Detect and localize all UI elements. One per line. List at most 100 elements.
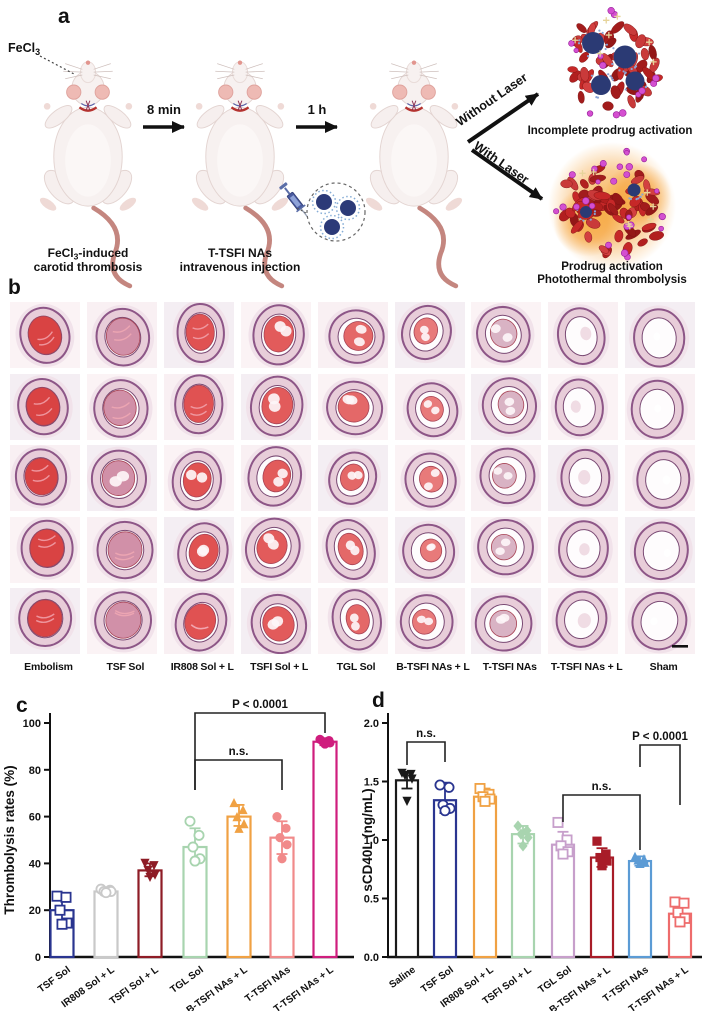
arrow-8min: 8 min [143, 102, 185, 133]
histology-column-label: B-TSFI NAs + L [396, 661, 470, 673]
fecl3-pointer-label: FeCl3 [8, 41, 40, 57]
histology-cell-TSF Sol-row4 [86, 516, 157, 583]
without-laser-label: Without Laser [453, 70, 530, 129]
panel-b-histology-grid [10, 302, 702, 659]
histology-cell-TSF Sol-row2 [86, 373, 157, 440]
histology-cell-Embolism-row4 [10, 516, 80, 583]
syringe-connector-line [296, 207, 307, 214]
significance-label: n.s. [416, 728, 436, 740]
scatter-points-B-TSFI NAs + L [592, 836, 612, 871]
panel-c-letter: c [16, 694, 28, 717]
histology-cell-TSFI Sol + L-row2 [240, 373, 311, 440]
histology-cell-Embolism-row1 [10, 302, 80, 368]
y-tick-label: 0.5 [364, 894, 379, 906]
histology-cell-IR808 Sol + L-row1 [163, 302, 234, 368]
histology-cell-B-TSFI NAs + L-row3 [394, 445, 465, 512]
nanoparticle-inset [306, 182, 366, 242]
panel-b-letter: b [8, 276, 21, 299]
bar-T-TSFI NAs [627, 859, 653, 959]
histology-cell-TSF Sol-row5 [86, 588, 157, 655]
histology-cell-B-TSFI NAs + L-row2 [394, 373, 465, 440]
y-tick-label: 40 [29, 858, 41, 870]
panel-a-schematic: FeCl3 8 min 1 h [8, 7, 693, 298]
histology-cell-T-TSFI NAs-row1 [471, 302, 542, 368]
outcome-with-laser-line2: Photothermal thrombolysis [537, 274, 687, 286]
histology-cell-TGL Sol-row1 [317, 302, 388, 368]
histology-column-label: TGL Sol [336, 661, 376, 673]
bar-IR808 Sol + L [93, 890, 119, 959]
arrow-with-laser: With Laser [470, 139, 544, 201]
outcome-without-laser: Incomplete prodrug activation [528, 125, 693, 137]
histology-cell-Sham-row1 [625, 302, 696, 368]
histology-cell-TSF Sol-row3 [86, 445, 157, 512]
histology-column-label: Embolism [24, 661, 73, 673]
clot-without-laser-illustration [567, 7, 663, 119]
significance-label: n.s. [229, 746, 249, 758]
x-category-label: TGL Sol [168, 964, 206, 995]
histology-column-label: TSF Sol [106, 661, 145, 673]
histology-cell-T-TSFI NAs + L-row2 [548, 373, 619, 440]
histology-cell-T-TSFI NAs + L-row4 [548, 516, 619, 583]
arrow-8min-label: 8 min [147, 102, 181, 117]
histology-cell-T-TSFI NAs + L-row5 [548, 588, 619, 655]
y-tick-label: 0 [35, 952, 41, 964]
arrow-1h-label: 1 h [308, 102, 327, 117]
histology-column-label: IR808 Sol + L [170, 661, 234, 673]
significance-label: P < 0.0001 [232, 699, 288, 711]
histology-cell-TGL Sol-row5 [317, 588, 388, 655]
scatter-points-B-TSFI NAs + L [229, 797, 249, 833]
histology-cell-TSF Sol-row1 [86, 302, 157, 368]
x-category-label: TSF Sol [36, 964, 73, 995]
with-laser-label: With Laser [471, 139, 531, 187]
histology-cell-Embolism-row3 [10, 445, 80, 512]
x-category-label: TSFI Sol + L [108, 965, 161, 1008]
histology-cell-TGL Sol-row2 [317, 373, 388, 440]
chart-thrombolysis-rates: 0 20 40 60 80 100 Thrombolysis rates (%) TSF So… [2, 699, 354, 1011]
panel-d-letter: d [372, 689, 385, 712]
histology-cell-TGL Sol-row4 [317, 516, 388, 583]
panel-b-group-labels: Embolism TSF Sol IR808 Sol + L TSFI Sol + L… [10, 661, 702, 673]
histology-cell-T-TSFI NAs + L-row3 [548, 445, 619, 512]
scatter-points-TSF Sol [51, 890, 73, 930]
x-category-label: TSF Sol [419, 964, 456, 995]
histology-column-label: TSFI Sol + L [250, 661, 309, 673]
histology-cell-B-TSFI NAs + L-row5 [394, 588, 465, 655]
bar-TSFI Sol + L [137, 869, 163, 959]
scatter-points-TSF Sol [434, 779, 456, 817]
histology-cell-IR808 Sol + L-row3 [163, 445, 234, 512]
histology-cell-TSFI Sol + L-row3 [240, 445, 311, 512]
histology-cell-B-TSFI NAs + L-row4 [394, 516, 465, 583]
y-axis-label: sCD40L (ng/mL) [360, 788, 375, 891]
histology-cell-IR808 Sol + L-row2 [163, 373, 234, 440]
y-tick-label: 60 [29, 812, 41, 824]
arrow-1h: 1 h [296, 102, 338, 133]
histology-cell-IR808 Sol + L-row4 [163, 516, 234, 583]
histology-cell-Embolism-row5 [10, 588, 80, 655]
histology-cell-Sham-row3 [625, 445, 696, 512]
scatter-points-T-TSFI NAs [630, 851, 650, 868]
bar-TSF Sol [432, 799, 458, 959]
histology-cell-Embolism-row2 [10, 373, 80, 440]
histology-cell-T-TSFI NAs-row2 [471, 373, 542, 440]
caption-mouse1-line2: carotid thrombosis [34, 260, 143, 274]
fecl3-pointer-line [39, 55, 75, 75]
arrow-without-laser: Without Laser [453, 70, 540, 144]
bar-TSFI Sol + L [510, 833, 536, 959]
histology-column-label: T-TSFI NAs [482, 661, 537, 673]
histology-cell-T-TSFI NAs-row5 [471, 588, 542, 655]
scale-bar [672, 645, 689, 648]
histology-cell-IR808 Sol + L-row5 [163, 588, 234, 655]
histology-cell-T-TSFI NAs-row4 [471, 516, 542, 583]
histology-cell-Sham-row4 [625, 516, 696, 583]
clot-with-laser-illustration [548, 142, 676, 270]
histology-cell-TGL Sol-row3 [317, 445, 388, 512]
histology-cell-Sham-row5 [625, 588, 696, 655]
panel-a-letter: a [58, 5, 70, 28]
histology-column-label: Sham [649, 661, 678, 673]
histology-cell-Sham-row2 [625, 373, 696, 440]
bar-B-TSFI NAs + L [589, 856, 615, 959]
histology-cell-T-TSFI NAs-row3 [471, 445, 542, 512]
y-tick-label: 20 [29, 905, 41, 917]
scatter-points-Saline [397, 768, 417, 806]
